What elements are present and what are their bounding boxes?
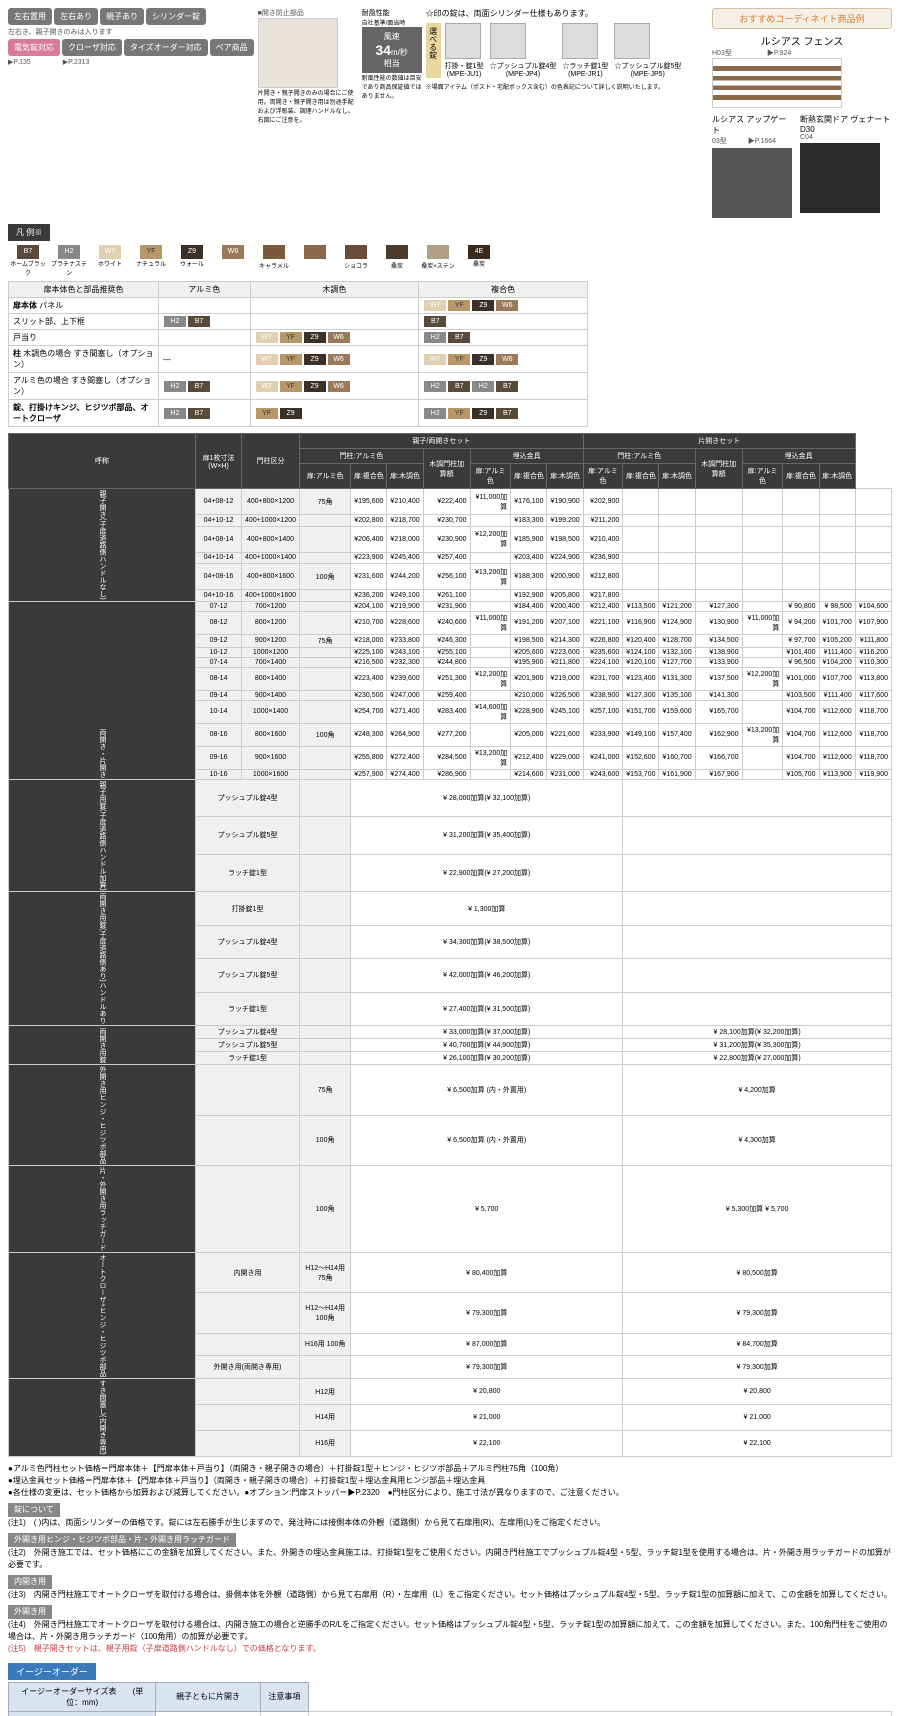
color-swatch: Z9ウォール [172,245,212,277]
handles-note: ☆印の錠は、両面シリンダー仕様もあります。 [426,8,708,19]
color-swatch: B7ホームブラック [8,245,48,277]
product-item: 断熱玄関ドア ヴェナート D30C04 [800,114,892,218]
wind-cap: 耐風性能の数値は目安であり商品保証値ではありません。 [362,73,422,100]
color-swatch: 4E桑炭 [459,245,499,277]
price-table: 呼称扉1枚寸法(W×H)門柱区分親子/両開きセット片開きセット 門柱:アルミ色木… [8,433,892,1457]
row1-note: 左右き、親子開きのみは入ります [8,27,254,37]
fence-sub: H03型 ▶P.924 [712,48,892,58]
color-swatch: W6 [213,245,253,277]
fence-title: ルシアス フェンス [712,33,892,48]
color-swatch: 桑炭 [377,245,417,277]
handle-item: ☆プッシュプル錠4型(MPE-JP4) [490,23,557,78]
color-swatch: W7ホワイト [90,245,130,277]
wind-lbl1: 耐風性能 [362,8,422,18]
fence-img [712,58,842,108]
color-swatch: 桑炭×ステン [418,245,458,277]
handle-item: ☆ラッチ錠1型(MPE-JR1) [562,23,608,78]
color-table: 扉本体色と部品推奨色アルミ色木調色複合色 扉本体 パネルW7YFZ9W6スリット… [8,281,588,427]
btn-lr-ari: 左右あり [54,8,98,25]
coord-header: おすすめコーディネイト商品例 [712,8,892,29]
legend-cap: ※場面アイテム（ポスト・宅配ボックス含む）の色表記について詳しく説明いたします。 [426,82,708,91]
btn-cylinder: シリンダー錠 [146,8,206,25]
btn-lr-both: 左右置用 [8,8,52,25]
color-swatch [295,245,335,277]
legend-label: 凡 例※ [8,224,50,241]
btn-pair: ペア商品 [210,39,254,56]
color-swatch: YFナチュラル [131,245,171,277]
wind-lbl2: 自社基準/面当時 [362,18,422,27]
prevent-cap: 片開き・親子開きのみの場合にご使用。両開き・親子開き用は別途手配および浮彫装、調… [258,88,358,124]
handle-item: ☆プッシュプル錠5型(MPE-JP5) [614,23,681,78]
color-swatch: キャラメル [254,245,294,277]
wind-box: 風速 34m/秒 相当 [362,27,422,73]
color-swatch: H2プラチナステン [49,245,89,277]
prevent-title: ■開き防止部品 [258,8,358,18]
prevent-img [258,18,338,88]
notes-block: ●アルミ色門柱セット価格＝門扉本体＋【門扉本体＋戸当り】（両開き・親子開きの場合… [8,1463,892,1655]
easy-header: イージーオーダー [8,1663,96,1680]
handle-side: 選べる錠 [426,23,441,78]
btn-size: タイズオーダー対応 [124,39,208,56]
ref-p135: ▶P.135 [8,58,31,66]
btn-closer: クローザ対応 [62,39,122,56]
btn-elec: 電気錠対応 [8,39,60,56]
btn-oyako: 親子あり [100,8,144,25]
color-swatch: ショコラ [336,245,376,277]
product-item: ルシアス アップゲート03型 ▶P.1664 [712,114,792,218]
easy-order-table: イージーオーダーサイズ表 (単位：mm)親子ともに片開き注意事項 幅400・70… [8,1682,892,1716]
handle-item: 打掛・錠1型(MPE-JU1) [445,23,484,78]
ref-p2313: ▶P.2313 [63,58,90,66]
